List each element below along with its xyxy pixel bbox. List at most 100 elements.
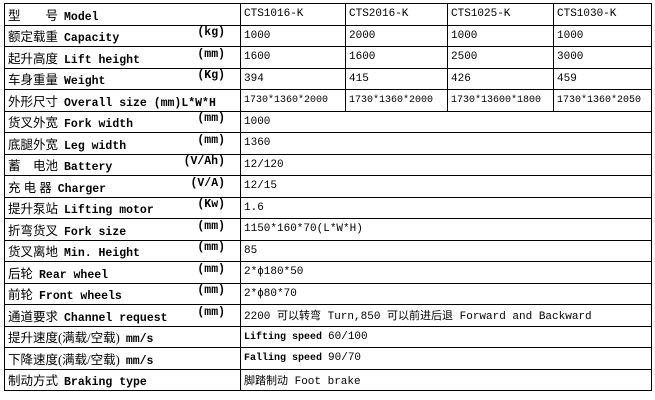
label-zh: 提升速度(满载/空载) xyxy=(8,331,120,346)
value-text: 1600 xyxy=(244,51,271,64)
value-cell: 1000 xyxy=(240,24,346,47)
value-text: 1000 xyxy=(451,29,478,42)
label-zh: 额定载重 xyxy=(8,30,59,45)
label-zh: 制动方式 xyxy=(8,374,59,389)
label-unit: (mm) xyxy=(197,305,225,319)
value-cell: 12/120 xyxy=(240,153,652,176)
table-row: 提升速度(满载/空载) mm/s Lifting speed 60/100 xyxy=(4,325,652,348)
label-unit: (Kw) xyxy=(197,198,225,212)
label-zh: 货叉离地 xyxy=(8,245,59,260)
label-zh: 通道要求 xyxy=(8,309,59,324)
value-cell: 2200 可以转弯 Turn,850 可以前进后退 Forward and Ba… xyxy=(240,304,652,327)
value-text: 426 xyxy=(451,72,471,85)
value-cell: CTS1025-K xyxy=(447,3,554,26)
label-zh: 型 号 xyxy=(8,8,59,23)
value-text: CTS1030-K xyxy=(557,8,617,21)
spec-table: 型 号 Model CTS1016-K CTS2016-K CTS1025-K CTS10… xyxy=(4,3,652,391)
value-cell: 1150*160*70(L*W*H) xyxy=(240,218,652,241)
label-en: Braking type xyxy=(64,376,147,390)
label-en: Fork width xyxy=(64,118,134,132)
value-cell: CTS2016-K xyxy=(345,3,448,26)
value-cell: 2500 xyxy=(447,46,554,69)
value-text: CTS1025-K xyxy=(451,8,511,21)
label-en: Weight xyxy=(64,75,106,89)
value-cell: Lifting speed 60/100 xyxy=(240,325,652,348)
row-label: 提升泵站 Lifting motor (Kw) xyxy=(4,196,241,219)
value-cell: CTS1016-K xyxy=(240,3,346,26)
label-zh: 起升高度 xyxy=(8,51,59,66)
value-text: CTS2016-K xyxy=(349,8,409,21)
value-note: Falling speed xyxy=(244,353,323,365)
value-cell: 2*ϕ180*50 xyxy=(240,261,652,284)
value-cell: 脚踏制动 Foot brake xyxy=(240,368,652,391)
label-zh: 前轮 xyxy=(8,288,34,303)
label-unit: (mm) xyxy=(197,262,225,276)
value-text: 90/70 xyxy=(328,352,362,365)
value-text: 2*ϕ80*70 xyxy=(244,287,297,300)
value-text: 3000 xyxy=(557,51,584,64)
table-row: 外形尺寸 Overall size (mm)L*W*H 1730*1360*2000… xyxy=(4,89,652,112)
value-text: 脚踏制动 Foot brake xyxy=(244,375,361,388)
label-unit: (mm) xyxy=(197,112,225,126)
label-en: Capacity xyxy=(64,32,120,46)
table-row: 充 电 器 Charger (V/A) 12/15 xyxy=(4,175,652,198)
label-zh: 折弯货叉 xyxy=(8,223,59,238)
label-zh: 提升泵站 xyxy=(8,202,59,217)
row-label: 外形尺寸 Overall size (mm)L*W*H xyxy=(4,89,241,112)
label-zh: 外形尺寸 xyxy=(8,94,59,109)
label-unit: (Kg) xyxy=(197,69,225,83)
value-text: 2200 可以转弯 Turn,850 可以前进后退 Forward and Ba… xyxy=(244,311,592,324)
row-label: 前轮 Front wheels (mm) xyxy=(4,282,241,305)
row-label: 型 号 Model xyxy=(4,3,241,26)
table-row: 提升泵站 Lifting motor (Kw) 1.6 xyxy=(4,196,652,219)
label-en: Min. Height xyxy=(64,247,140,261)
table-row: 型 号 Model CTS1016-K CTS2016-K CTS1025-K CTS10… xyxy=(4,3,652,26)
value-text: 1000 xyxy=(244,115,271,128)
value-cell: 1730*13600*1800 xyxy=(447,89,554,112)
table-row: 下降速度(满载/空载) mm/s Falling speed 90/70 xyxy=(4,347,652,370)
label-zh: 货叉外宽 xyxy=(8,116,59,131)
label-en: Leg width xyxy=(64,139,127,153)
label-unit: (mm) xyxy=(197,241,225,255)
row-label: 蓄 电池 Battery (V/Ah) xyxy=(4,153,241,176)
value-text: 2*ϕ180*50 xyxy=(244,266,304,279)
label-en: Fork size xyxy=(64,225,127,239)
value-text: 12/15 xyxy=(244,180,278,193)
row-label: 底腿外宽 Leg width (mm) xyxy=(4,132,241,155)
label-en: Overall size (mm)L*W*H xyxy=(64,96,216,110)
table-row: 车身重量 Weight (Kg) 394 415 426 459 xyxy=(4,67,652,90)
value-cell: 12/15 xyxy=(240,175,652,198)
label-en: Channel request xyxy=(64,311,168,325)
table-body: 型 号 Model CTS1016-K CTS2016-K CTS1025-K CTS10… xyxy=(4,3,652,391)
value-cell: 415 xyxy=(345,67,448,90)
label-unit: (mm) xyxy=(197,219,225,233)
value-text: 1600 xyxy=(349,51,376,64)
label-en: mm/s xyxy=(125,354,154,368)
row-label: 提升速度(满载/空载) mm/s xyxy=(4,325,241,348)
label-zh: 底腿外宽 xyxy=(8,137,59,152)
value-cell: 459 xyxy=(553,67,652,90)
table-row: 通道要求 Channel request (mm) 2200 可以转弯 Turn,85… xyxy=(4,304,652,327)
value-text: 1150*160*70(L*W*H) xyxy=(244,223,363,236)
label-en: Lifting motor xyxy=(64,204,154,218)
value-text: 12/120 xyxy=(244,158,284,171)
value-text: 2000 xyxy=(349,29,376,42)
value-text: 1.6 xyxy=(244,201,264,214)
value-cell: 1730*1360*2000 xyxy=(240,89,346,112)
table-row: 制动方式 Braking type 脚踏制动 Foot brake xyxy=(4,368,652,391)
row-label: 额定载重 Capacity (kg) xyxy=(4,24,241,47)
row-label: 起升高度 Lift height (mm) xyxy=(4,46,241,69)
row-label: 后轮 Rear wheel (mm) xyxy=(4,261,241,284)
table-row: 额定载重 Capacity (kg) 1000 2000 1000 1000 xyxy=(4,24,652,47)
value-cell: 85 xyxy=(240,239,652,262)
label-en: Model xyxy=(64,10,99,24)
value-text: 1730*1360*2050 xyxy=(557,94,642,106)
value-text: 1730*1360*2000 xyxy=(244,94,329,106)
value-text: 2500 xyxy=(451,51,478,64)
label-unit: (mm) xyxy=(197,47,225,61)
row-label: 充 电 器 Charger (V/A) xyxy=(4,175,241,198)
label-unit: (V/Ah) xyxy=(183,155,225,169)
table-row: 前轮 Front wheels (mm) 2*ϕ80*70 xyxy=(4,282,652,305)
value-cell: 394 xyxy=(240,67,346,90)
